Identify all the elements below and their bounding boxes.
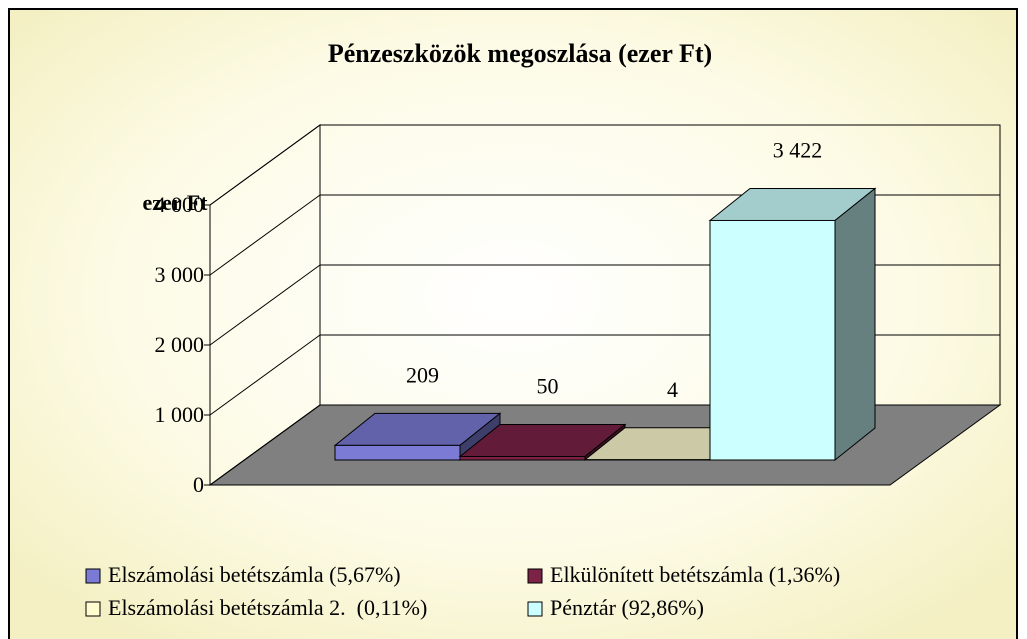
y-tick-label: 2 000 bbox=[155, 332, 205, 357]
bar bbox=[709, 219, 836, 461]
legend-swatch bbox=[85, 601, 101, 617]
data-label: 4 bbox=[667, 377, 678, 402]
y-tick-label: 3 000 bbox=[155, 262, 205, 287]
y-tick-label: 4 000 bbox=[155, 192, 205, 217]
grid-line bbox=[209, 404, 321, 486]
legend-swatch bbox=[527, 601, 543, 617]
chart-title: Pénzeszközök megoszlása (ezer Ft) bbox=[328, 39, 712, 68]
legend-label: Pénztár (92,86%) bbox=[550, 595, 704, 620]
bar-side bbox=[834, 187, 876, 462]
y-tick-label: 1 000 bbox=[155, 402, 205, 427]
data-label: 3 422 bbox=[773, 138, 823, 163]
data-label: 209 bbox=[406, 362, 439, 387]
grid-line bbox=[209, 264, 321, 346]
grid-line bbox=[209, 194, 321, 276]
legend-label: Elszámolási betétszámla 2. (0,11%) bbox=[108, 595, 427, 620]
legend-swatch bbox=[527, 568, 543, 584]
bar bbox=[459, 456, 586, 461]
legend-swatch bbox=[85, 568, 101, 584]
y-axis-label: ezer Ft bbox=[143, 190, 209, 215]
grid-line bbox=[209, 334, 321, 416]
y-tick-label: 0 bbox=[193, 472, 204, 497]
legend-label: Elszámolási betétszámla (5,67%) bbox=[108, 562, 401, 587]
grid-line bbox=[209, 124, 321, 206]
bar bbox=[334, 444, 461, 461]
legend-label: Elkülönített betétszámla (1,36%) bbox=[550, 562, 840, 587]
data-label: 50 bbox=[537, 374, 559, 399]
